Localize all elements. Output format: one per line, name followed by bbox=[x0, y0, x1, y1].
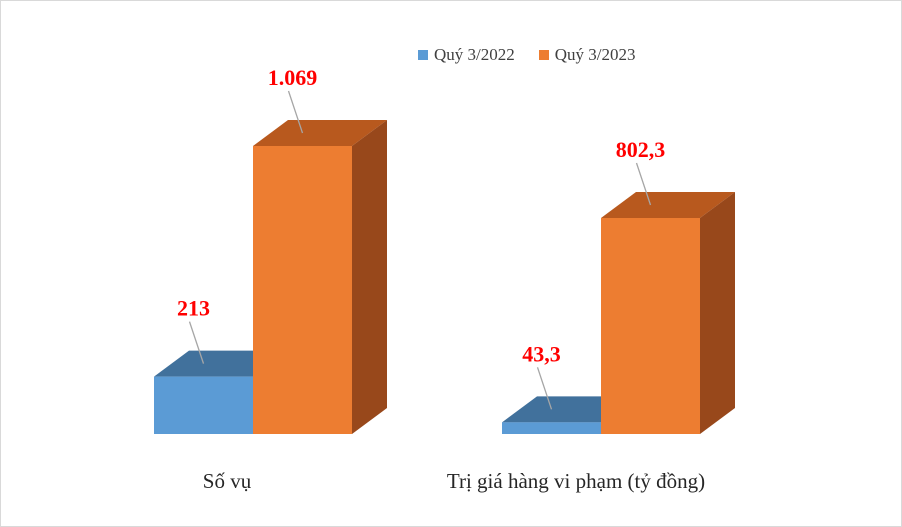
label-c0-s1: 1.069 bbox=[268, 65, 318, 90]
category-label-so-vu: Số vụ bbox=[202, 469, 252, 493]
bar-c0-s1-front bbox=[253, 146, 352, 434]
label-c1-s1-leader bbox=[635, 162, 652, 206]
bar-c1-s1-front bbox=[601, 218, 700, 434]
label-c1-s0: 43,3 bbox=[522, 341, 561, 366]
bar-c0-s1-top bbox=[253, 120, 387, 146]
legend-item-2022: Quý 3/2022 bbox=[418, 45, 515, 65]
bar-c1-s1-top bbox=[601, 192, 735, 218]
bar-c1-s1-side bbox=[700, 192, 735, 434]
bar-c0-s0-front bbox=[154, 376, 253, 434]
bar-c1-s0-front bbox=[502, 422, 601, 434]
legend-label-2022: Quý 3/2022 bbox=[434, 45, 515, 64]
bar-c0-s1-side bbox=[352, 120, 387, 434]
label-c0-s0: 213 bbox=[177, 296, 210, 321]
label-c0-s0-leader bbox=[188, 321, 205, 364]
category-label-tri-gia: Trị giá hàng vi phạm (tỷ đồng) bbox=[446, 469, 706, 493]
legend-item-2023: Quý 3/2023 bbox=[538, 45, 636, 65]
label-c1-s1: 802,3 bbox=[616, 137, 666, 162]
legend-label-2023: Quý 3/2023 bbox=[554, 45, 636, 64]
label-c0-s1-leader bbox=[287, 90, 304, 134]
legend: Quý 3/2022 Quý 3/2023 bbox=[418, 45, 636, 65]
label-c1-s0-leader bbox=[536, 367, 553, 410]
legend-swatch-2023 bbox=[538, 50, 549, 60]
legend-swatch-2022 bbox=[418, 50, 428, 60]
